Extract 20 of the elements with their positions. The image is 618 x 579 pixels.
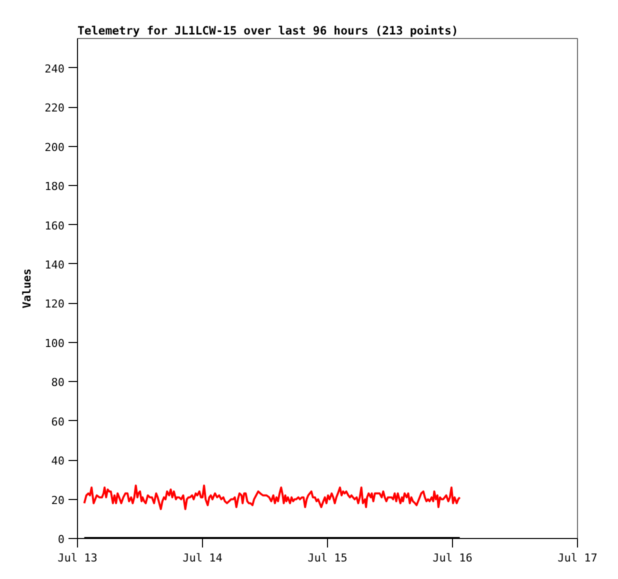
y-tick-label: 40: [51, 454, 65, 468]
y-tick-label: 80: [51, 376, 65, 390]
x-tick-label: Jul 16: [432, 552, 472, 564]
y-tick-label: 100: [44, 336, 65, 350]
y-tick-label: 200: [44, 140, 65, 154]
y-tick-label: 180: [44, 180, 65, 194]
y-tick-label: 120: [44, 298, 65, 311]
y-tick-label: 160: [44, 219, 65, 232]
x-tick-label: Jul 13: [58, 552, 98, 564]
x-tick-label: Jul 17: [558, 552, 598, 564]
y-tick-label: 240: [44, 62, 65, 76]
x-tick-label: Jul 14: [182, 552, 223, 564]
y-tick-label: 220: [44, 102, 65, 115]
y-tick-label: 0: [58, 533, 64, 546]
x-tick-label: Jul 15: [308, 552, 348, 564]
y-tick-label: 140: [44, 258, 65, 272]
y-tick-label: 20: [51, 494, 65, 507]
y-tick-label: 60: [51, 415, 65, 428]
y-axis-title: Values: [20, 268, 34, 308]
chart-title: Telemetry for JL1LCW-15 over last 96 hours (213 points): [78, 24, 458, 38]
